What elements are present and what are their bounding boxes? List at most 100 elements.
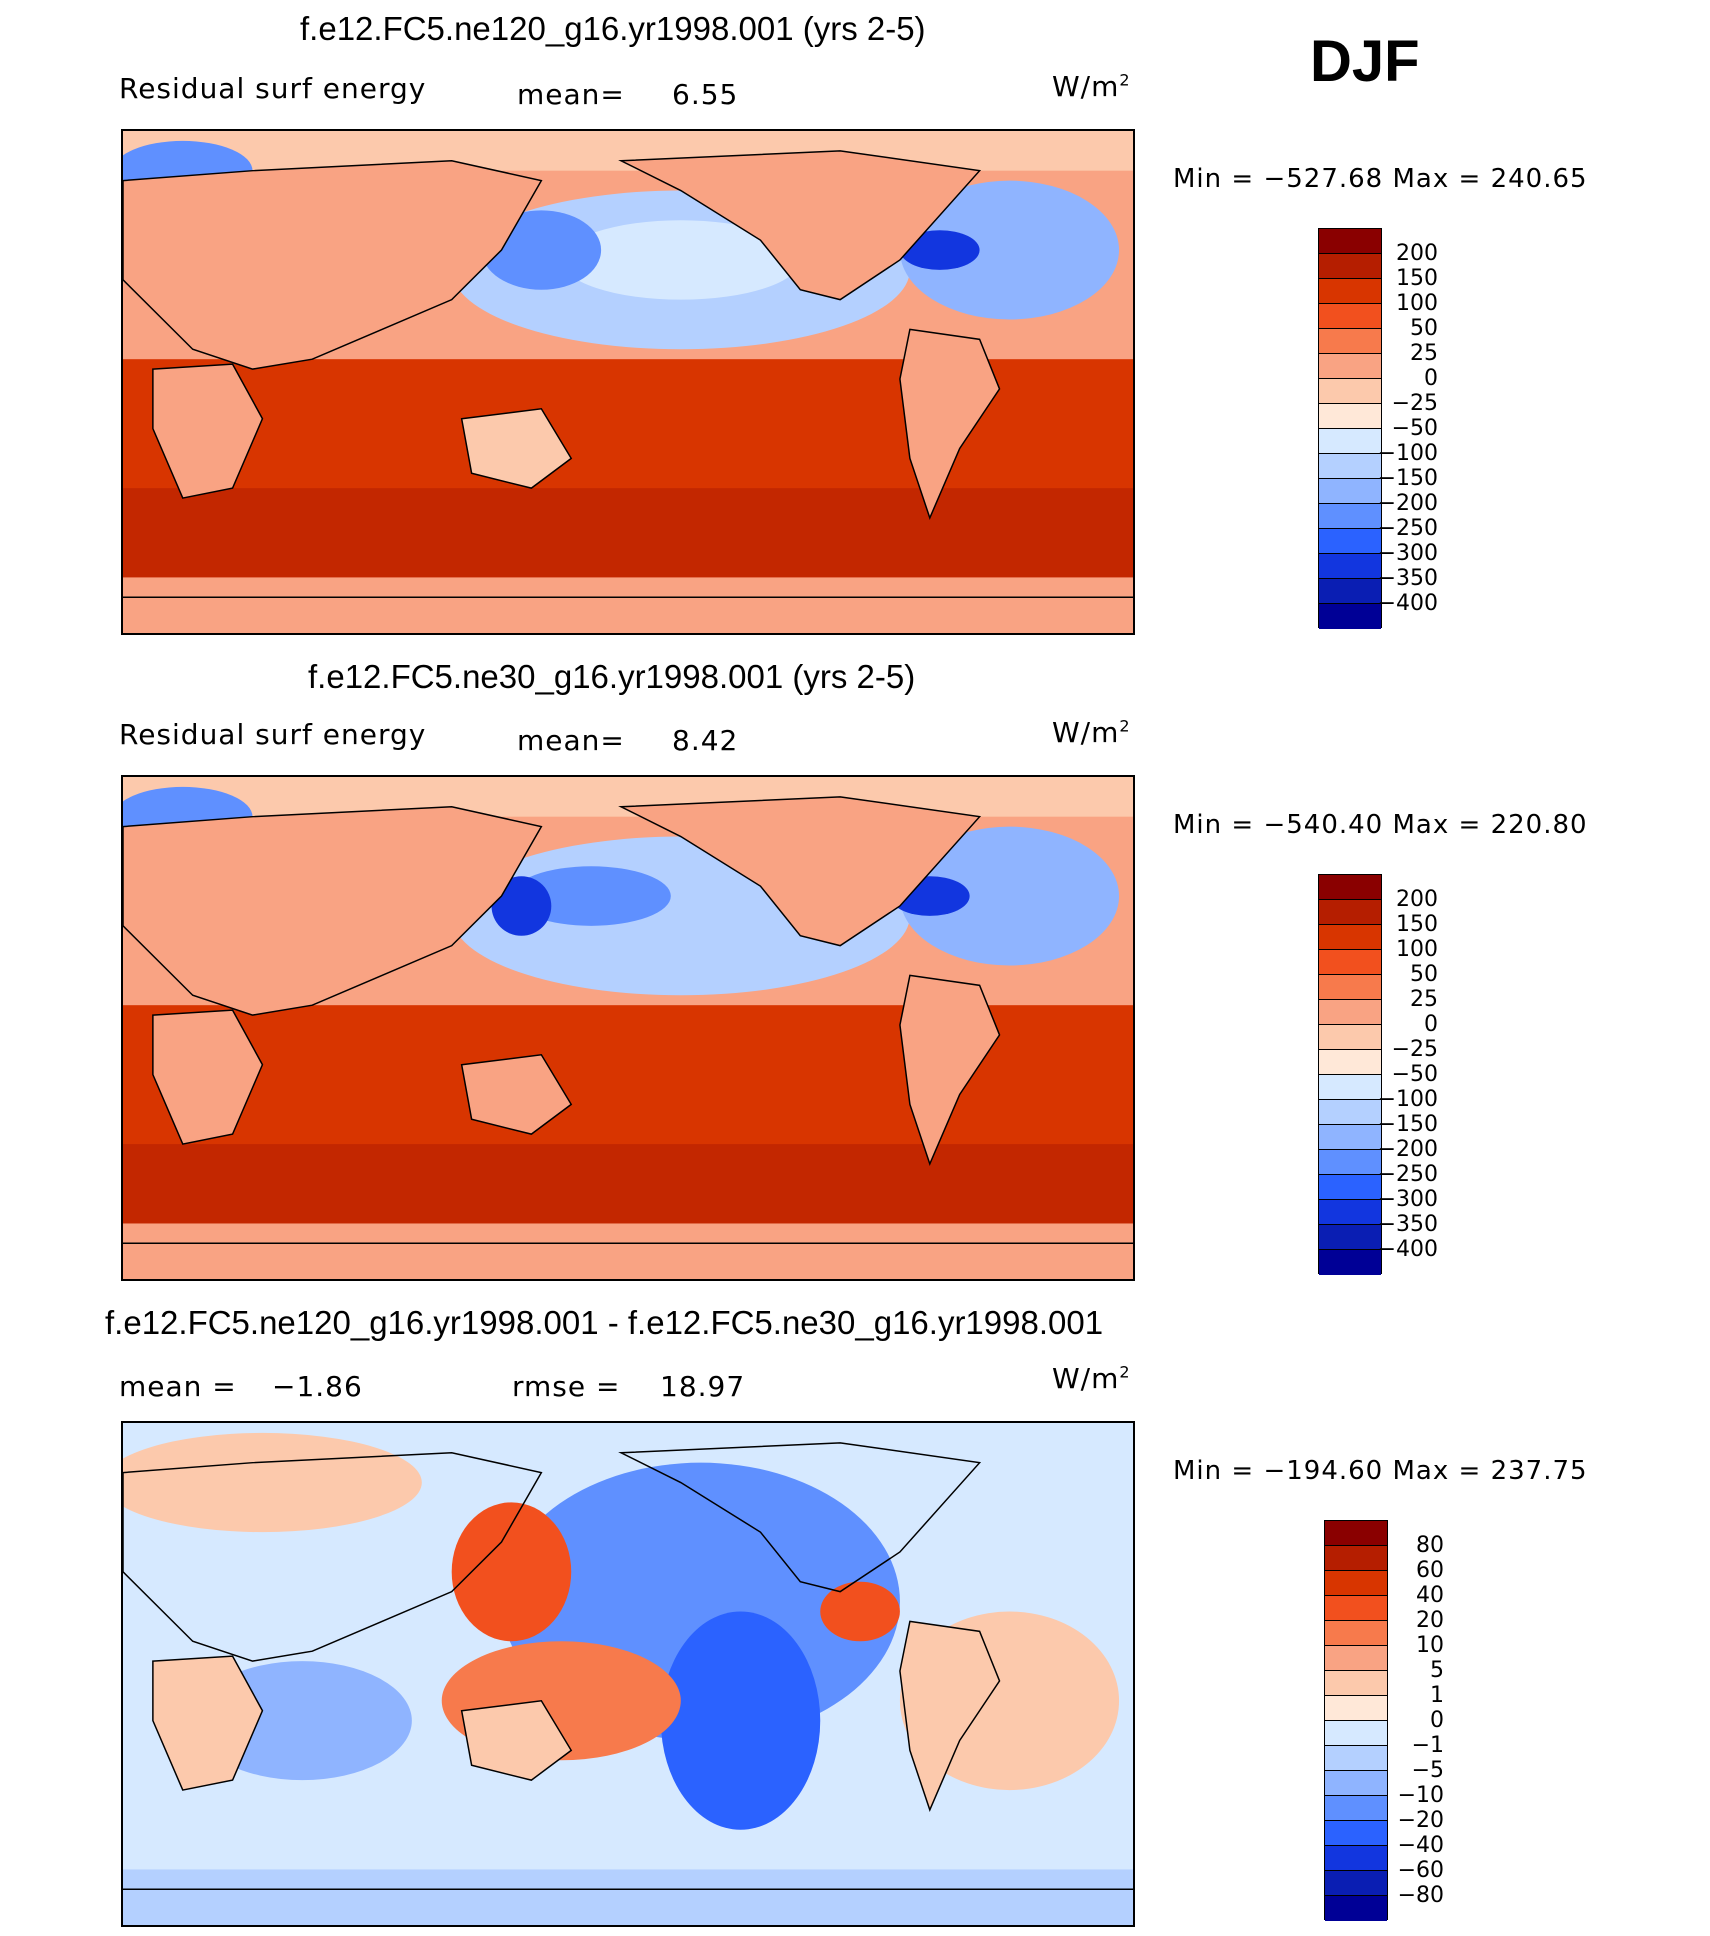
colorbar-swatch bbox=[1325, 1871, 1387, 1896]
colorbar-swatch bbox=[1325, 1646, 1387, 1671]
colorbar-swatch bbox=[1319, 429, 1381, 454]
colorbar-tick-label: −60 bbox=[1397, 1858, 1444, 1883]
colorbar-tick-label: 0 bbox=[1430, 1708, 1444, 1733]
colorbar-swatch bbox=[1319, 279, 1381, 304]
colorbar-tick-label: 0 bbox=[1424, 1012, 1438, 1037]
colorbar-swatch bbox=[1319, 354, 1381, 379]
panel3-units: W/m2 bbox=[1052, 1362, 1131, 1395]
colorbar-tick-label: 40 bbox=[1416, 1583, 1444, 1608]
colorbar-swatch bbox=[1325, 1721, 1387, 1746]
colorbar-tick-label: 50 bbox=[1410, 316, 1438, 341]
panel2-title: f.e12.FC5.ne30_g16.yr1998.001 (yrs 2-5) bbox=[308, 658, 916, 695]
panel1-variable: Residual surf energy bbox=[119, 72, 427, 105]
colorbar-swatch bbox=[1319, 875, 1381, 900]
panel1-mean-value: 6.55 bbox=[672, 78, 739, 111]
panel3-colorbar bbox=[1324, 1520, 1388, 1921]
colorbar-tick-label: −5 bbox=[1411, 1758, 1444, 1783]
panel1-mean-label: mean= bbox=[517, 78, 625, 111]
colorbar-swatch bbox=[1319, 1000, 1381, 1025]
colorbar-swatch bbox=[1325, 1521, 1387, 1546]
colorbar-tick-label: −50 bbox=[1391, 1062, 1438, 1087]
panel2-mean-value: 8.42 bbox=[672, 724, 739, 757]
panel2-mean-label: mean= bbox=[517, 724, 625, 757]
panel3-rmse-value: 18.97 bbox=[660, 1370, 746, 1403]
panel3-title: f.e12.FC5.ne120_g16.yr1998.001 - f.e12.F… bbox=[105, 1304, 1104, 1341]
panel2-minmax: Min = −540.40 Max = 220.80 bbox=[1173, 810, 1588, 840]
colorbar-swatch bbox=[1319, 1100, 1381, 1125]
colorbar-swatch bbox=[1319, 1150, 1381, 1175]
colorbar-tick-label: 100 bbox=[1396, 937, 1438, 962]
panel3-minmax: Min = −194.60 Max = 237.75 bbox=[1173, 1456, 1588, 1486]
colorbar-swatch bbox=[1325, 1696, 1387, 1721]
colorbar-swatch bbox=[1319, 925, 1381, 950]
colorbar-swatch bbox=[1325, 1746, 1387, 1771]
colorbar-swatch bbox=[1319, 229, 1381, 254]
panel3-map bbox=[121, 1421, 1135, 1927]
colorbar-tick-label: 200 bbox=[1396, 241, 1438, 266]
colorbar-tick-label: 0 bbox=[1424, 366, 1438, 391]
colorbar-tick-label: 25 bbox=[1410, 341, 1438, 366]
panel2-map bbox=[121, 775, 1135, 1281]
colorbar-swatch bbox=[1325, 1796, 1387, 1821]
colorbar-tick-label: 150 bbox=[1396, 912, 1438, 937]
colorbar-tick-label: −80 bbox=[1397, 1883, 1444, 1908]
colorbar-swatch bbox=[1319, 604, 1381, 629]
colorbar-tick-label: −200 bbox=[1377, 1137, 1438, 1162]
panel3-mean-value: −1.86 bbox=[272, 1370, 363, 1403]
colorbar-swatch bbox=[1325, 1771, 1387, 1796]
panel3-rmse-label: rmse = bbox=[512, 1370, 621, 1403]
colorbar-swatch bbox=[1319, 1225, 1381, 1250]
panel2-variable: Residual surf energy bbox=[119, 718, 427, 751]
colorbar-swatch bbox=[1319, 529, 1381, 554]
panel3-mean-label: mean = bbox=[119, 1370, 237, 1403]
colorbar-swatch bbox=[1325, 1821, 1387, 1846]
colorbar-tick-label: −100 bbox=[1377, 441, 1438, 466]
colorbar-swatch bbox=[1319, 1175, 1381, 1200]
colorbar-tick-label: −350 bbox=[1377, 1212, 1438, 1237]
colorbar-tick-label: −20 bbox=[1397, 1808, 1444, 1833]
colorbar-swatch bbox=[1319, 404, 1381, 429]
colorbar-tick-label: 50 bbox=[1410, 962, 1438, 987]
season-label: DJF bbox=[1310, 29, 1420, 94]
panel2-colorbar bbox=[1318, 874, 1382, 1275]
colorbar-swatch bbox=[1325, 1846, 1387, 1871]
colorbar-tick-label: −150 bbox=[1377, 466, 1438, 491]
colorbar-swatch bbox=[1325, 1596, 1387, 1621]
colorbar-tick-label: −400 bbox=[1377, 1237, 1438, 1262]
colorbar-swatch bbox=[1319, 950, 1381, 975]
colorbar-swatch bbox=[1319, 254, 1381, 279]
colorbar-tick-label: −400 bbox=[1377, 591, 1438, 616]
panel1-colorbar bbox=[1318, 228, 1382, 629]
colorbar-swatch bbox=[1319, 975, 1381, 1000]
colorbar-tick-label: 80 bbox=[1416, 1533, 1444, 1558]
colorbar-tick-label: −300 bbox=[1377, 1187, 1438, 1212]
colorbar-tick-label: 1 bbox=[1430, 1683, 1444, 1708]
colorbar-tick-label: 5 bbox=[1430, 1658, 1444, 1683]
colorbar-swatch bbox=[1319, 1025, 1381, 1050]
colorbar-swatch bbox=[1319, 329, 1381, 354]
colorbar-swatch bbox=[1319, 1250, 1381, 1275]
colorbar-tick-label: −25 bbox=[1391, 1037, 1438, 1062]
panel1-units: W/m2 bbox=[1052, 70, 1131, 103]
panel1-title: f.e12.FC5.ne120_g16.yr1998.001 (yrs 2-5) bbox=[300, 10, 926, 47]
colorbar-swatch bbox=[1325, 1546, 1387, 1571]
colorbar-swatch bbox=[1325, 1896, 1387, 1921]
colorbar-tick-label: 10 bbox=[1416, 1633, 1444, 1658]
colorbar-swatch bbox=[1325, 1571, 1387, 1596]
colorbar-swatch bbox=[1319, 900, 1381, 925]
colorbar-tick-label: −250 bbox=[1377, 516, 1438, 541]
colorbar-tick-label: −1 bbox=[1411, 1733, 1444, 1758]
panel2-units: W/m2 bbox=[1052, 716, 1131, 749]
colorbar-swatch bbox=[1319, 304, 1381, 329]
colorbar-swatch bbox=[1319, 1050, 1381, 1075]
colorbar-swatch bbox=[1319, 579, 1381, 604]
colorbar-tick-label: 150 bbox=[1396, 266, 1438, 291]
colorbar-swatch bbox=[1319, 479, 1381, 504]
panel1-minmax: Min = −527.68 Max = 240.65 bbox=[1173, 164, 1588, 194]
colorbar-tick-label: 100 bbox=[1396, 291, 1438, 316]
colorbar-swatch bbox=[1319, 1200, 1381, 1225]
colorbar-swatch bbox=[1325, 1621, 1387, 1646]
colorbar-swatch bbox=[1319, 454, 1381, 479]
colorbar-swatch bbox=[1319, 504, 1381, 529]
colorbar-tick-label: −10 bbox=[1397, 1783, 1444, 1808]
